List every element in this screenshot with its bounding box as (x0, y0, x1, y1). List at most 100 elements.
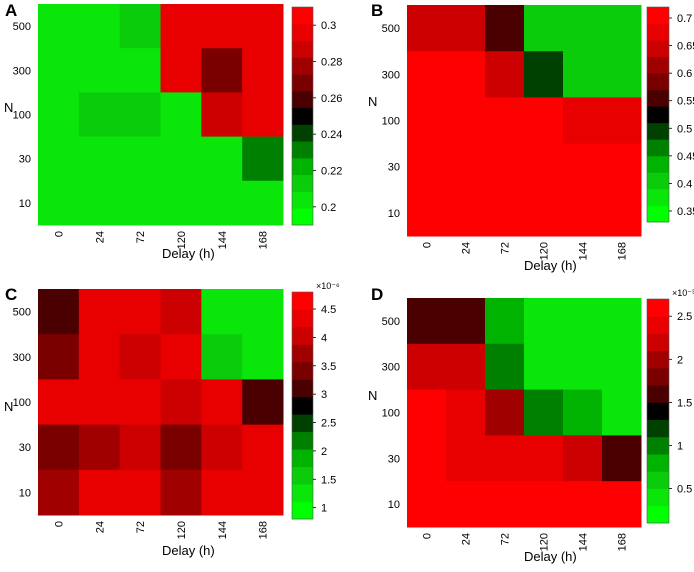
heatmap-cell (201, 424, 243, 471)
colorbar-segment (647, 488, 669, 507)
heatmap-cell (407, 189, 447, 237)
heatmap-cell (201, 4, 243, 49)
heatmap-cell (78, 334, 121, 380)
colorbar-frame (291, 291, 314, 520)
colorbar-tick-label: 1 (321, 503, 327, 515)
colorbar-segment (292, 361, 313, 380)
colorbar-tick-label: 3 (321, 389, 327, 401)
heatmap-cell (485, 5, 525, 52)
heatmap-cell (160, 334, 202, 380)
heatmap-cell (201, 379, 243, 426)
heatmap-cell (602, 298, 642, 345)
heatmap-cell (160, 379, 202, 426)
colorbar-tick-label: 0.55 (677, 96, 694, 108)
heatmap-cell (119, 379, 161, 426)
colorbar-tick-label: 4.5 (321, 304, 336, 316)
heatmap-cell (201, 469, 243, 516)
x-axis-label: Delay (h) (162, 246, 215, 261)
x-axis-label: Delay (h) (524, 549, 577, 564)
x-tick-label: 120 (176, 521, 188, 539)
colorbar-segment (292, 501, 313, 520)
heatmap-cell (563, 298, 603, 345)
heatmap-cell (38, 48, 80, 93)
colorbar-tick-label: 2.5 (321, 418, 336, 430)
colorbar-segment (292, 379, 313, 398)
heatmap-cell (119, 4, 161, 49)
heatmap-cell (446, 298, 486, 345)
heatmap-cell (602, 343, 642, 391)
colorbar-segment (292, 174, 313, 192)
heatmap-cell (602, 481, 642, 528)
colorbar-tick-label: 0.2 (321, 202, 336, 214)
heatmap-cell (407, 389, 447, 436)
y-tick-label: 300 (13, 65, 31, 77)
colorbar-segment (292, 57, 313, 75)
colorbar-tick-label: 0.5 (677, 123, 692, 135)
heatmap-cell (160, 469, 202, 516)
y-tick-label: 10 (19, 487, 31, 499)
colorbar-segment (292, 309, 313, 328)
heatmap-cell (38, 92, 80, 138)
colorbar-tick-label: 0.6 (677, 68, 692, 80)
colorbar-tick-label: 0.24 (321, 129, 342, 141)
colorbar-segment (647, 333, 669, 352)
heatmap-cell (78, 4, 121, 49)
colorbar-tick-label: 0.65 (677, 41, 694, 53)
y-tick-label: 10 (19, 198, 31, 210)
x-tick-label: 120 (539, 533, 551, 551)
colorbar: 2.5 2 1.5 1 0.5 ×10⁻³ (646, 288, 694, 524)
colorbar-segment (292, 107, 313, 125)
colorbar-segment (647, 40, 669, 58)
heatmap-cell (485, 97, 525, 145)
heatmap-cell (38, 180, 80, 226)
y-tick-label: 30 (19, 442, 31, 454)
x-tick-label: 144 (217, 231, 229, 249)
colorbar-segment (292, 40, 313, 58)
y-tick-label: 100 (382, 408, 400, 420)
heatmap-cell (485, 435, 525, 482)
heatmap-cell (242, 48, 284, 93)
heatmap-cell (160, 48, 202, 93)
heatmap-cell (407, 481, 447, 528)
heatmap-cell (485, 189, 525, 237)
heatmap-cell (201, 180, 243, 226)
colorbar-segment (647, 505, 669, 524)
y-tick-label: 500 (382, 23, 400, 35)
heatmap-cell (563, 389, 603, 436)
heatmap-cell (446, 5, 486, 52)
panel-letter: A (5, 1, 17, 20)
colorbar-segment (647, 172, 669, 190)
colorbar-segment (292, 23, 313, 41)
heatmap-cell (38, 379, 80, 426)
colorbar-multiplier: ×10⁻⁶ (316, 281, 340, 291)
heatmap-cell (407, 97, 447, 145)
heatmap-cell (160, 136, 202, 182)
heatmap-cell (524, 343, 564, 391)
x-tick-label: 24 (94, 231, 106, 243)
colorbar-multiplier: ×10⁻³ (672, 288, 694, 298)
heatmap-cell (78, 180, 121, 226)
heatmap-cell (242, 379, 284, 426)
colorbar-segment (647, 205, 669, 223)
heatmap-cell (242, 424, 284, 471)
colorbar: 0.3 0.28 0.26 0.24 0.22 0.2 (291, 6, 342, 226)
heatmap-cell (485, 51, 525, 98)
y-tick-label: 100 (13, 110, 31, 122)
heatmap-cell (446, 189, 486, 237)
colorbar-segment (647, 106, 669, 124)
colorbar-segment (647, 188, 669, 206)
heatmap-cell (563, 435, 603, 482)
colorbar-segment (292, 292, 313, 310)
heatmap-cell (160, 424, 202, 471)
heatmap-cell (602, 143, 642, 191)
colorbar-segment (292, 7, 313, 25)
y-tick-label: 500 (13, 307, 31, 319)
colorbar-tick-label: 0.45 (677, 151, 694, 163)
y-axis-label: N (368, 94, 377, 109)
x-tick-label: 168 (258, 521, 270, 539)
heatmap-cell (524, 189, 564, 237)
colorbar-segment (647, 122, 669, 140)
colorbar-segment (647, 89, 669, 107)
